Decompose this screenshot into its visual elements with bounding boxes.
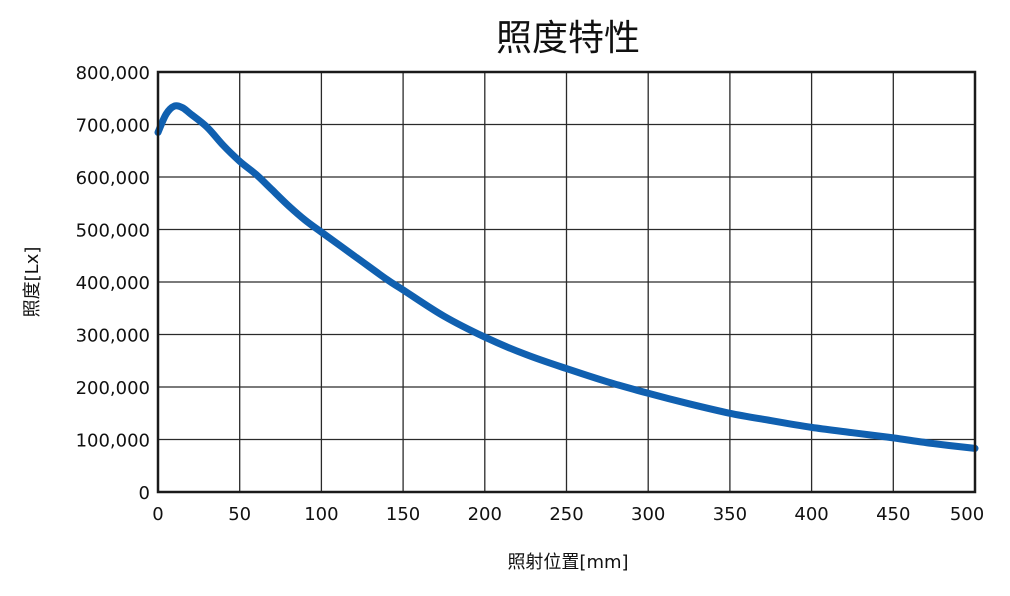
y-tick-label: 700,000 xyxy=(76,116,150,137)
y-tick-label: 300,000 xyxy=(76,326,150,347)
data-point xyxy=(563,365,570,372)
x-tick-label: 200 xyxy=(468,504,502,525)
x-tick-label: 50 xyxy=(228,504,251,525)
data-point xyxy=(440,312,448,320)
x-axis-label: 照射位置[mm] xyxy=(507,552,628,573)
x-tick-label: 450 xyxy=(876,504,910,525)
data-point xyxy=(685,400,693,407)
data-point xyxy=(890,434,897,442)
data-point xyxy=(383,276,390,283)
data-point xyxy=(645,390,652,397)
y-axis-label: 照度[Lx] xyxy=(22,247,43,318)
x-tick-label: 500 xyxy=(950,504,984,525)
data-point xyxy=(187,110,194,118)
x-tick-label: 400 xyxy=(794,504,828,525)
data-point xyxy=(767,417,774,424)
data-point xyxy=(220,142,227,149)
data-point xyxy=(604,378,611,385)
y-tick-label: 400,000 xyxy=(76,273,150,294)
data-point xyxy=(481,333,488,341)
x-tick-label: 350 xyxy=(713,504,747,525)
y-tick-label: 600,000 xyxy=(76,168,150,189)
data-point xyxy=(726,410,734,417)
data-point xyxy=(163,110,170,118)
y-tick-label: 500,000 xyxy=(76,221,150,242)
y-tick-label: 100,000 xyxy=(76,431,150,452)
data-point xyxy=(179,104,186,111)
tick-labels: 0 50 100 150 200 250 300 350 400 450 500 0 100,000 20… xyxy=(76,63,985,525)
x-tick-label: 300 xyxy=(631,504,665,525)
grid-lines xyxy=(158,72,975,492)
plot-area-border xyxy=(156,70,977,494)
data-point xyxy=(849,429,856,436)
data-point xyxy=(171,102,178,110)
x-tick-label: 250 xyxy=(549,504,583,525)
data-point xyxy=(930,440,938,447)
y-tick-label: 800,000 xyxy=(76,63,150,84)
data-point xyxy=(252,171,260,178)
chart-title: 照度特性 xyxy=(496,18,640,59)
data-point xyxy=(318,228,325,236)
data-point xyxy=(269,186,276,194)
data-point xyxy=(203,123,211,131)
x-tick-label: 0 xyxy=(152,504,163,525)
data-point xyxy=(285,202,292,210)
x-tick-label: 150 xyxy=(386,504,420,525)
data-point xyxy=(522,351,529,358)
data-point xyxy=(808,424,815,431)
x-tick-label: 100 xyxy=(304,504,338,525)
data-point xyxy=(399,286,407,294)
series-layer xyxy=(154,102,979,452)
data-point xyxy=(350,252,358,259)
data-point xyxy=(236,158,243,165)
y-tick-label: 200,000 xyxy=(76,378,150,399)
y-tick-label: 0 xyxy=(139,483,150,504)
data-point xyxy=(301,216,309,224)
